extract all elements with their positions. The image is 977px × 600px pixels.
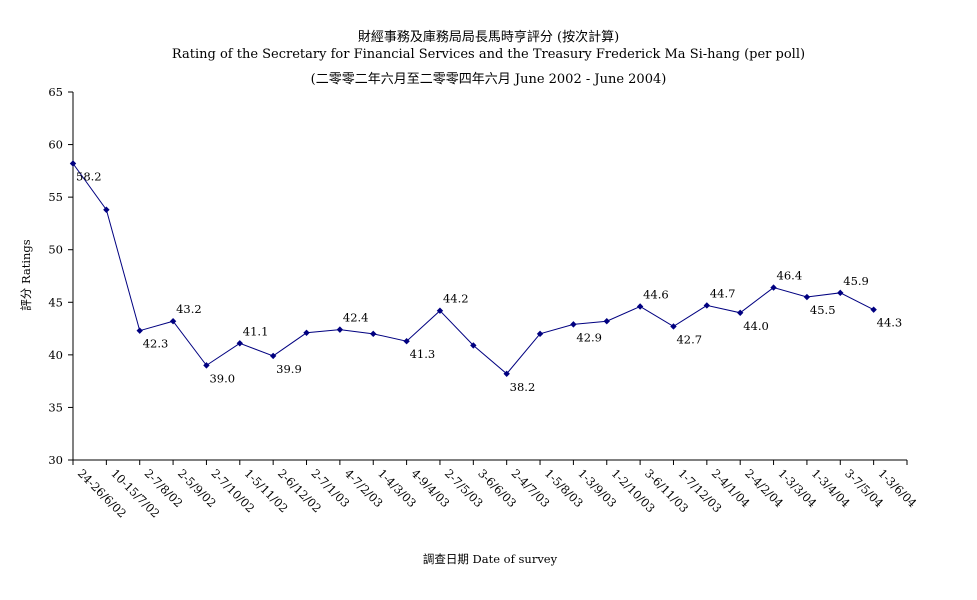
y-tick-label: 45 [48,295,63,309]
data-point [603,318,610,325]
axes [68,91,908,465]
data-label: 41.3 [410,347,436,361]
data-point [236,340,243,347]
data-label: 44.7 [710,286,736,300]
data-label: 42.4 [343,311,369,325]
y-tick-label: 65 [48,85,63,99]
data-labels: 58.2 42.3 43.2 39.0 41.1 39.9 42.4 41.3 44.2 38.2… [76,169,902,393]
data-label: 45.5 [810,303,836,317]
chart-title-en: Rating of the Secretary for Financial Se… [171,47,806,62]
data-label: 43.2 [176,302,202,316]
data-label: 58.2 [76,169,102,183]
y-tick-label: 40 [48,348,63,362]
data-point [169,318,177,325]
data-label: 42.3 [143,337,169,351]
data-label: 42.7 [676,332,702,346]
data-label: 39.0 [209,371,235,385]
y-tick-label: 50 [48,243,63,257]
data-label: 45.9 [843,274,869,288]
data-point [336,326,344,333]
data-point [103,206,110,213]
data-point [770,284,777,291]
series-ratings [69,160,877,377]
y-tick-label: 30 [48,453,63,467]
data-point [670,323,677,330]
data-label: 44.6 [643,287,669,301]
data-point [837,289,844,297]
data-label: 39.9 [276,362,302,376]
data-point [737,309,744,316]
data-point [303,329,310,336]
data-point [503,370,510,377]
data-point [136,327,143,334]
data-point [570,321,577,328]
data-point [370,330,377,338]
data-point [536,330,544,338]
y-tick-label: 55 [48,190,63,204]
data-point [203,362,210,369]
y-axis-label: 評分 Ratings [19,239,33,311]
data-label: 44.0 [743,319,769,333]
data-label: 44.3 [877,316,903,330]
data-label: 46.4 [777,269,803,283]
data-label: 38.2 [510,380,536,394]
y-tick-labels: 30 35 40 45 50 55 60 65 [48,85,63,467]
data-point [269,352,277,360]
data-point [403,337,410,345]
chart-title-zh: 財經事務及庫務局局長馬時亨評分 (按次計算) [357,30,620,45]
data-label: 42.9 [576,330,602,344]
data-point [636,303,644,310]
data-point [69,160,77,167]
data-point [436,307,444,314]
data-point [703,302,711,309]
data-point [870,306,877,313]
data-label: 44.2 [443,292,469,306]
x-axis-label: 調查日期 Date of survey [423,552,558,566]
x-tick-labels: 24-26/6/0210-15/7/022-7/8/022-5/9/022-7/… [75,466,920,520]
data-point [803,293,811,301]
y-tick-label: 60 [48,138,63,152]
data-label: 41.1 [243,324,269,338]
chart-subtitle: (二零零二年六月至二零零四年六月 June 2002 - June 2004) [310,72,667,87]
data-point [470,342,477,349]
y-tick-label: 35 [48,400,63,414]
